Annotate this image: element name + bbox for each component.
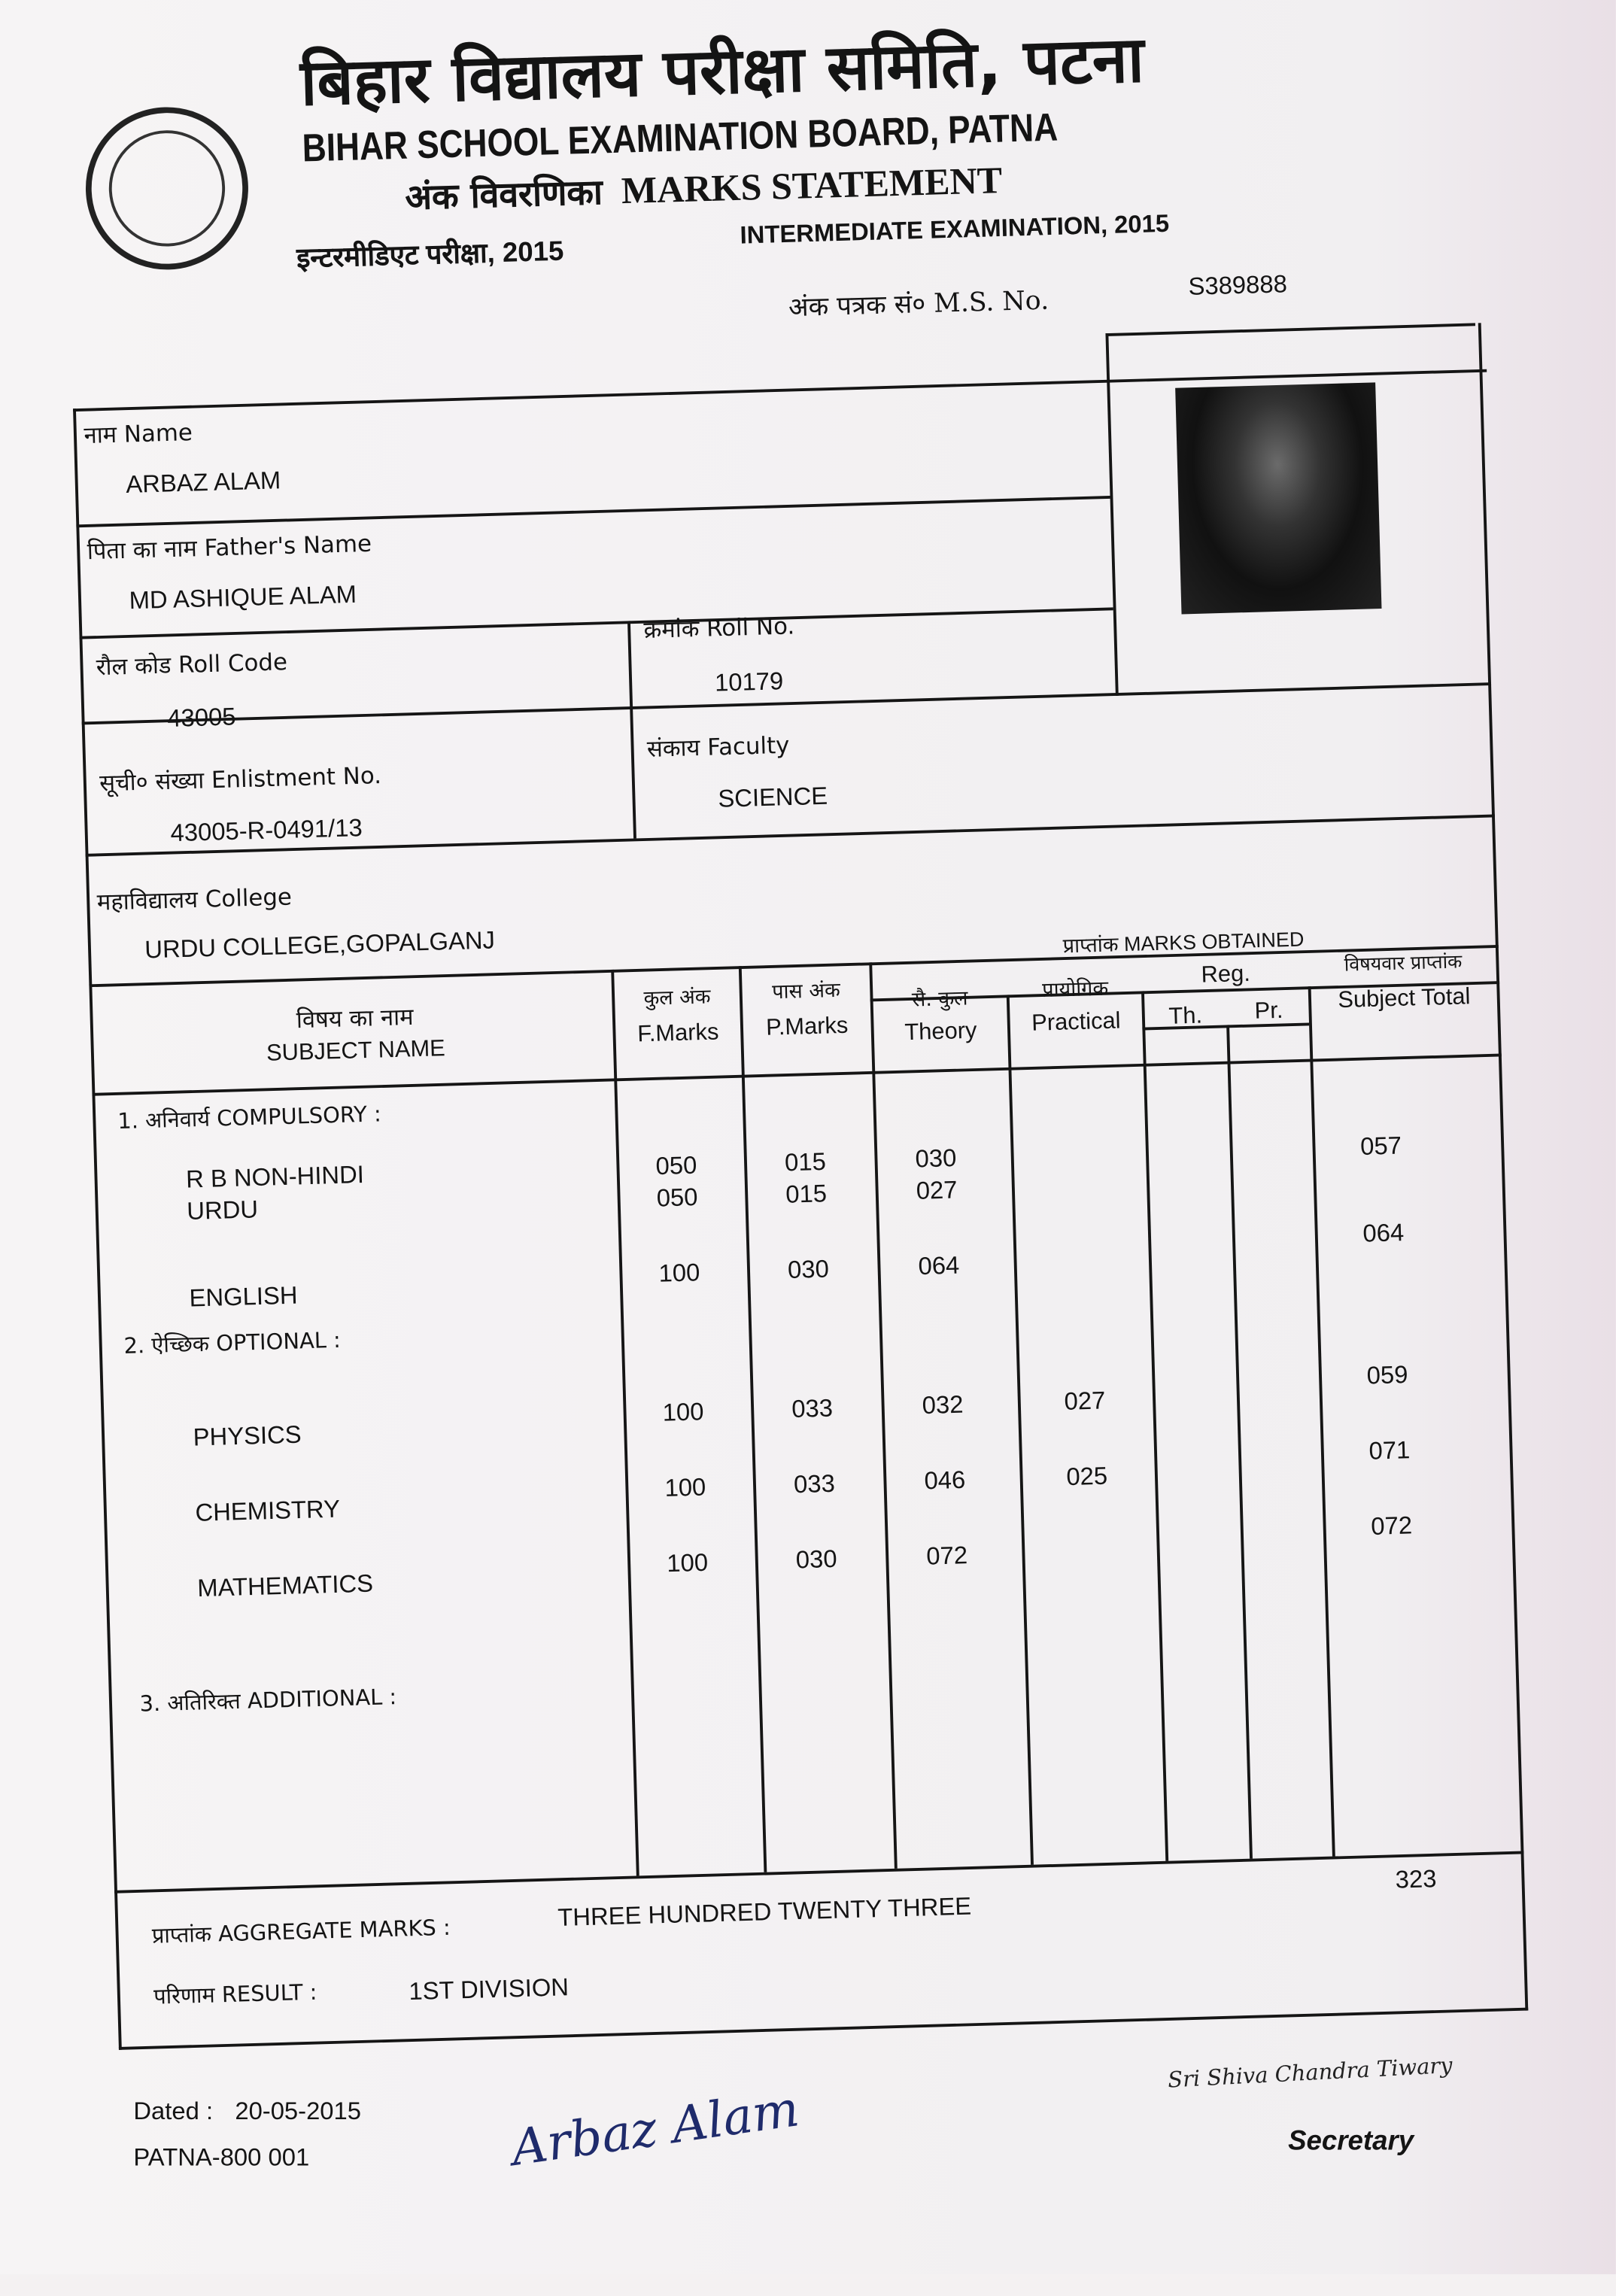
divider [1141, 991, 1169, 1861]
cell-subject: MATHEMATICS [196, 1569, 374, 1602]
cell-f: 050 [655, 1151, 697, 1180]
cell-p: 015 [784, 1147, 827, 1177]
practical-header: Practical [1031, 1009, 1122, 1037]
cell-theory: 072 [925, 1541, 968, 1571]
cell-p: 033 [793, 1469, 836, 1499]
divider [1478, 323, 1529, 2011]
cell-subject: CHEMISTRY [195, 1495, 341, 1527]
name-label: नाम Name [84, 418, 193, 449]
section-additional: 3. अतिरिक्त ADDITIONAL : [139, 1684, 397, 1717]
father-name-label: पिता का नाम Father's Name [87, 529, 372, 565]
statement-english: MARKS STATEMENT [621, 159, 1003, 212]
exam-hindi: इन्टरमीडिएट परीक्षा, 2015 [296, 236, 564, 275]
cell-total: 072 [1370, 1511, 1413, 1541]
divider [81, 682, 1492, 725]
cell-p: 030 [787, 1255, 830, 1284]
divider [1308, 986, 1335, 1857]
cell-p: 033 [791, 1394, 834, 1423]
result-value: 1ST DIVISION [408, 1973, 570, 2006]
name-value: ARBAZ ALAM [125, 466, 281, 499]
aggregate-label: प्राप्तांक AGGREGATE MARKS : [151, 1914, 451, 1949]
cell-theory: 030 [915, 1144, 957, 1174]
aggregate-words: THREE HUNDRED TWENTY THREE [557, 1892, 972, 1932]
cell-subject: ENGLISH [189, 1281, 298, 1313]
secretary-title: Secretary [1288, 2126, 1414, 2157]
cell-p: 030 [795, 1545, 838, 1575]
ms-no: S389888 [1188, 270, 1288, 301]
theory-header-hindi: सै. कुल [911, 987, 968, 1013]
cell-p: 015 [785, 1180, 828, 1209]
marks-table-body: R B NON-HINDI 050 015 030 057 URDU 050 015 027 EN… [0, 0, 1583, 1602]
cell-f: 100 [658, 1259, 700, 1288]
section-optional: 2. ऐच्छिक OPTIONAL : [123, 1326, 342, 1359]
subject-total-header: Subject Total [1337, 985, 1471, 1013]
cell-total: 057 [1359, 1131, 1402, 1161]
pmarks-header: P.Marks [765, 1013, 849, 1041]
reg-th-header: Th. [1168, 1004, 1203, 1030]
cell-f: 050 [656, 1183, 698, 1213]
aggregate-marks: 323 [1395, 1865, 1437, 1894]
divider [114, 1851, 1524, 1894]
reg-pr-header: Pr. [1254, 998, 1283, 1025]
divider [1006, 995, 1034, 1865]
college-value: URDU COLLEGE,GOPALGANJ [144, 926, 496, 964]
cell-theory: 046 [924, 1465, 966, 1496]
enlistment-label: सूची० संख्या Enlistment No. [99, 761, 382, 797]
pmarks-header-hindi: पास अंक [771, 979, 841, 1005]
cell-total: 071 [1368, 1436, 1411, 1465]
divider [1226, 1025, 1253, 1859]
dated-value: 20-05-2015 [235, 2097, 362, 2125]
cell-practical: 025 [1065, 1462, 1108, 1491]
cell-theory: 032 [922, 1390, 964, 1420]
cell-practical: 027 [1064, 1386, 1106, 1416]
section-compulsory: 1. अनिवार्य COMPULSORY : [117, 1101, 382, 1134]
divider [76, 496, 1110, 528]
fmarks-header-hindi: कुल अंक [643, 986, 711, 1011]
cell-subject: URDU [186, 1195, 259, 1225]
dated-label: Dated : [133, 2097, 214, 2125]
roll-no-label: क्रमांक Roll No. [643, 612, 795, 644]
enlistment-value: 43005-R-0491/13 [170, 814, 363, 847]
student-photo [1175, 382, 1382, 615]
divider [611, 969, 639, 1876]
divider [1105, 323, 1476, 337]
faculty-value: SCIENCE [717, 782, 828, 813]
cell-f: 100 [662, 1398, 704, 1427]
college-label: महाविद्यालय College [96, 882, 293, 916]
statement-hindi: अंक विवरणिका [404, 172, 603, 218]
result-label: परिणाम RESULT : [153, 1979, 317, 2010]
father-name-value: MD ASHIQUE ALAM [129, 580, 357, 615]
exam-english: INTERMEDIATE EXAMINATION, 2015 [740, 209, 1170, 250]
cell-total: 059 [1366, 1361, 1408, 1390]
divider [1105, 333, 1119, 696]
subject-total-header-hindi: विषयवार प्राप्तांक [1344, 952, 1463, 977]
divider [627, 621, 636, 839]
theory-header: Theory [904, 1019, 977, 1046]
roll-code-label: रौल कोड Roll Code [96, 648, 288, 681]
roll-no-value: 10179 [714, 667, 784, 697]
place: PATNA-800 001 [133, 2143, 310, 2172]
cell-subject: PHYSICS [193, 1420, 302, 1452]
faculty-label: संकाय Faculty [646, 730, 790, 763]
roll-code-value: 43005 [166, 703, 236, 733]
ms-no-label: अंक पत्रक सं० M.S. No. [788, 285, 1049, 323]
board-seal-logo [84, 105, 251, 272]
fmarks-header: F.Marks [636, 1020, 719, 1048]
practical-header-hindi: प्रायोगिक [1041, 977, 1109, 1003]
cell-f: 100 [666, 1548, 709, 1578]
divider [738, 966, 767, 1872]
cell-theory: 064 [918, 1251, 960, 1280]
cell-total: 064 [1362, 1219, 1405, 1248]
divider [118, 2007, 1529, 2050]
reg-header: Reg. [1201, 961, 1251, 989]
cell-f: 100 [664, 1473, 706, 1502]
cell-subject: R B NON-HINDI [185, 1161, 365, 1194]
cell-theory: 027 [916, 1176, 958, 1205]
divider [869, 962, 898, 1869]
